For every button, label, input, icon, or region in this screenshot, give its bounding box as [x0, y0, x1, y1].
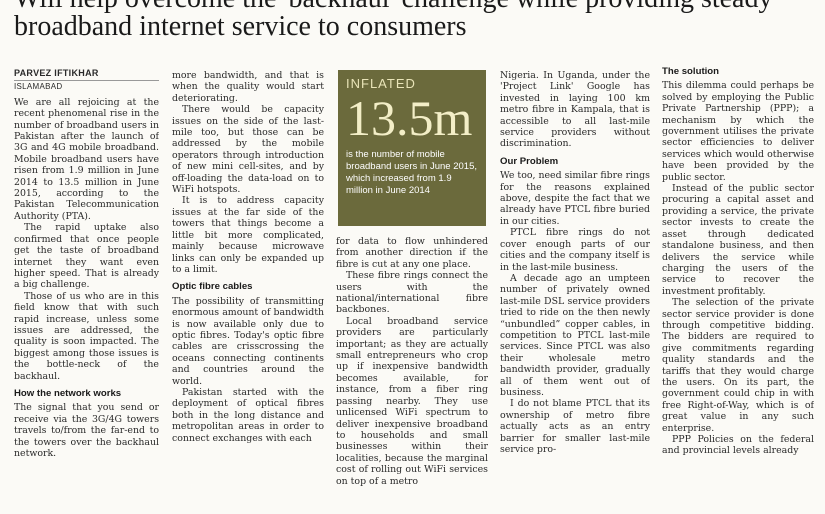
- subheading-how-network-works: How the network works: [14, 387, 122, 399]
- paragraph: We are all rejoicing at the recent pheno…: [14, 96, 159, 222]
- paragraph: The selection of the private sector serv…: [662, 297, 814, 434]
- paragraph: Pakistan started with the deployment of …: [172, 386, 324, 444]
- paragraph: PPP Policies on the federal and provinci…: [662, 434, 814, 457]
- paragraph: These fibre rings connect the users with…: [336, 270, 488, 316]
- article-column-5: The solution This dilemma could perhaps …: [662, 66, 814, 510]
- paragraph: This dilemma could perhaps be solved by …: [662, 80, 814, 183]
- article-column-3: for data to flow unhindered from another…: [336, 236, 488, 514]
- article-column-2: more bandwidth, and that is when the qua…: [172, 70, 324, 514]
- paragraph: We too, need similar fibre rings for the…: [500, 170, 650, 227]
- paragraph: more bandwidth, and that is when the qua…: [172, 70, 324, 104]
- paragraph: Those of us who are in this field know t…: [14, 290, 159, 382]
- article-headline: Will help overcome the 'backhaul' challe…: [14, 0, 773, 42]
- infobox-label: INFLATED: [346, 76, 416, 91]
- article-column-1: PARVEZ IFTIKHAR ISLAMABAD We are all rej…: [14, 66, 159, 510]
- paragraph: I do not blame PTCL that its ownership o…: [500, 398, 650, 455]
- dateline: ISLAMABAD: [14, 82, 63, 92]
- paragraph: Local broadband service providers are pa…: [336, 315, 488, 487]
- paragraph: for data to flow unhindered from another…: [336, 236, 488, 270]
- subheading-the-solution: The solution: [662, 66, 720, 77]
- paragraph: Nigeria. In Uganda, under the 'Project L…: [500, 70, 650, 150]
- subheading-our-problem: Our Problem: [500, 155, 559, 167]
- subheading-optic-fibre-cables: Optic fibre cables: [172, 281, 253, 293]
- byline: PARVEZ IFTIKHAR: [14, 68, 159, 82]
- paragraph: A decade ago an umpteen number of privat…: [500, 272, 650, 398]
- paragraph: The possibility of transmitting enormous…: [172, 295, 324, 387]
- paragraph: It is to address capacity issues at the …: [172, 195, 324, 275]
- stat-infobox: INFLATED 13.5m is the number of mobile b…: [338, 70, 486, 226]
- paragraph: Instead of the public sector procuring a…: [662, 183, 814, 297]
- paragraph: There would be capacity issues on the si…: [172, 104, 324, 196]
- paragraph: The rapid uptake also confirmed that onc…: [14, 222, 159, 291]
- infobox-value: 13.5m: [346, 90, 473, 146]
- infobox-caption: is the number of mobile broadband users …: [346, 149, 477, 196]
- article-column-4: Nigeria. In Uganda, under the 'Project L…: [500, 70, 650, 514]
- paragraph: The signal that you send or receive via …: [14, 402, 159, 459]
- paragraph: PTCL fibre rings do not cover enough par…: [500, 227, 650, 273]
